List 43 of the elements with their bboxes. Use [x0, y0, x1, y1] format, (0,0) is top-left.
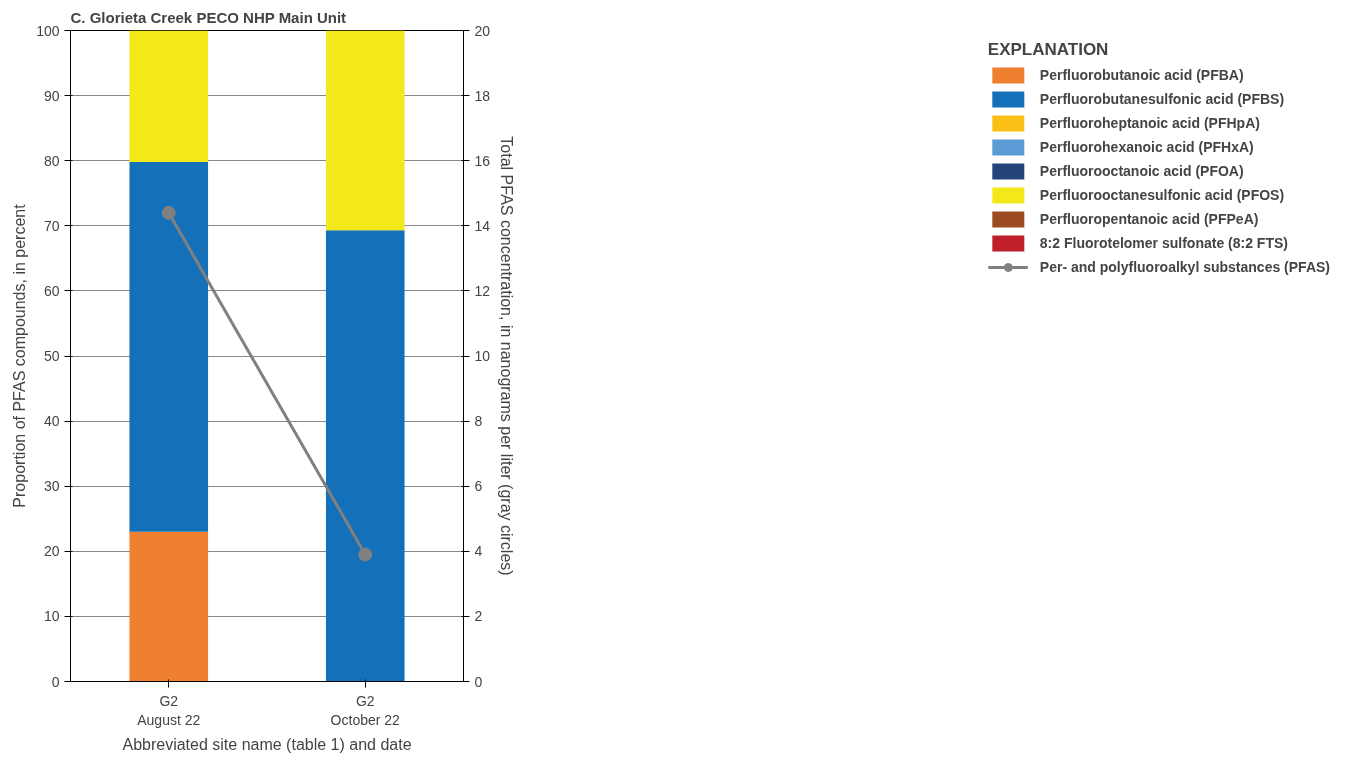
legend-label: 8:2 Fluorotelomer sulfonate (8:2 FTS) — [1039, 235, 1288, 251]
y2-tick-label: 2 — [474, 608, 483, 625]
y-tick-label: 90 — [43, 87, 60, 104]
bar — [129, 162, 209, 532]
y-tick-label: 0 — [51, 673, 60, 690]
y2-axis-title: Total PFAS concentration, in nanograms per liter (gray circles) — [498, 136, 516, 576]
legend-label: Perfluoroheptanoic acid (PFHpA) — [1039, 115, 1260, 131]
legend-label: Perfluorooctanesulfonic acid (PFOS) — [1039, 187, 1285, 203]
legend-label: Perfluorohexanoic acid (PFHxA) — [1039, 139, 1254, 155]
bar — [325, 230, 405, 682]
y-tick-label: 50 — [43, 348, 60, 364]
y-tick-label: 10 — [43, 608, 60, 625]
y2-tick-label: 8 — [474, 413, 483, 430]
y-tick-label: 20 — [43, 543, 60, 560]
bar — [129, 531, 209, 682]
legend-label: Perfluorooctanoic acid (PFOA) — [1039, 163, 1244, 179]
y-tick-label: 30 — [43, 478, 60, 495]
y-axis-title: Proportion of PFAS compounds, in percent — [11, 203, 29, 508]
x-tick-label: G2 October 22 — [330, 692, 401, 728]
y2-tick-label: 20 — [474, 22, 491, 39]
y2-tick-label: 4 — [474, 543, 483, 560]
bar — [129, 30, 209, 162]
y2-tick-label: 0 — [474, 673, 483, 690]
chart-title: C. Glorieta Creek PECO NHP Main Unit — [70, 8, 347, 26]
y-tick-label: 70 — [43, 217, 60, 234]
y2-tick-label: 16 — [474, 152, 491, 169]
y-tick-label: 100 — [36, 22, 60, 39]
y2-tick-label: 12 — [474, 282, 491, 299]
y-tick-label: 40 — [43, 413, 60, 430]
legend-label: Perfluorobutanoic acid (PFBA) — [1039, 67, 1244, 83]
bar — [325, 30, 405, 231]
legend-label: Per- and polyfluoroalkyl substances (PFAS) — [1039, 259, 1330, 275]
y2-tick-label: 18 — [474, 87, 491, 104]
y2-tick-label: 6 — [474, 478, 483, 495]
x-tick-label: G2 August 22 — [137, 692, 201, 728]
y-tick-label: 80 — [43, 152, 60, 169]
y2-tick-label: 10 — [474, 348, 491, 364]
y2-tick-label: 14 — [474, 217, 491, 234]
y-tick-label: 60 — [43, 282, 60, 299]
legend-title: EXPLANATION — [987, 40, 1110, 60]
x-axis-title: Abbreviated site name (table 1) and date — [122, 735, 412, 753]
legend-label: Perfluoropentanoic acid (PFPeA) — [1039, 211, 1259, 227]
legend-label: Perfluorobutanesulfonic acid (PFBS) — [1039, 91, 1285, 107]
